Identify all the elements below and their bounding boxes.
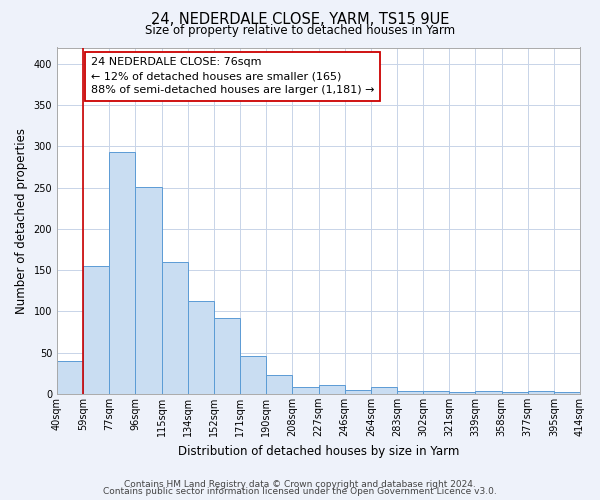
Bar [449, 392, 475, 394]
Bar [423, 390, 449, 394]
Text: Size of property relative to detached houses in Yarm: Size of property relative to detached ho… [145, 24, 455, 37]
Text: Contains HM Land Registry data © Crown copyright and database right 2024.: Contains HM Land Registry data © Crown c… [124, 480, 476, 489]
Bar [57, 361, 83, 394]
Bar [161, 262, 188, 394]
Bar [371, 388, 397, 394]
Bar [344, 390, 371, 394]
Bar [319, 385, 344, 394]
Text: 24 NEDERDALE CLOSE: 76sqm
← 12% of detached houses are smaller (165)
88% of semi: 24 NEDERDALE CLOSE: 76sqm ← 12% of detac… [91, 58, 374, 96]
Bar [188, 300, 214, 394]
Bar [214, 318, 240, 394]
Text: 24, NEDERDALE CLOSE, YARM, TS15 9UE: 24, NEDERDALE CLOSE, YARM, TS15 9UE [151, 12, 449, 28]
Bar [292, 388, 319, 394]
X-axis label: Distribution of detached houses by size in Yarm: Distribution of detached houses by size … [178, 444, 459, 458]
Bar [475, 392, 502, 394]
Bar [266, 375, 292, 394]
Bar [528, 390, 554, 394]
Bar [397, 392, 423, 394]
Bar [109, 152, 136, 394]
Bar [554, 392, 580, 394]
Bar [502, 392, 528, 394]
Bar [136, 187, 161, 394]
Text: Contains public sector information licensed under the Open Government Licence v3: Contains public sector information licen… [103, 488, 497, 496]
Bar [240, 356, 266, 394]
Y-axis label: Number of detached properties: Number of detached properties [15, 128, 28, 314]
Bar [83, 266, 109, 394]
